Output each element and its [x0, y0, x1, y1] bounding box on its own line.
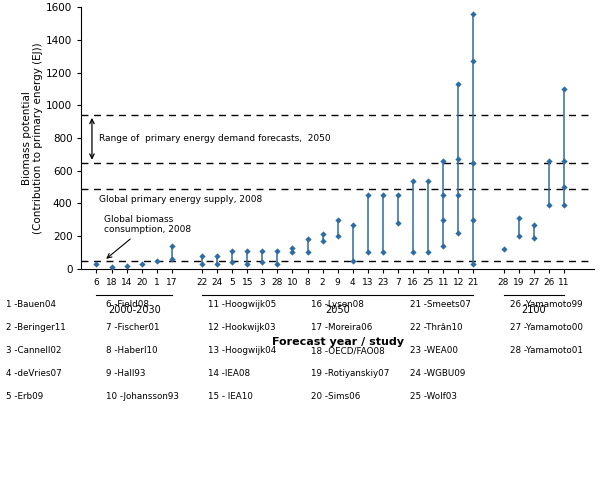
Text: Global biomass
consumption, 2008: Global biomass consumption, 2008 [104, 215, 191, 258]
Text: Forecast year / study: Forecast year / study [272, 337, 403, 347]
Text: 6 -Field08: 6 -Field08 [106, 300, 148, 309]
Text: 2 -Beringer11: 2 -Beringer11 [6, 323, 66, 332]
Text: 11 -Hoogwijk05: 11 -Hoogwijk05 [208, 300, 276, 309]
Text: 4 -deVries07: 4 -deVries07 [6, 369, 62, 378]
Text: 7 -Fischer01: 7 -Fischer01 [106, 323, 159, 332]
Text: 14 -IEA08: 14 -IEA08 [208, 369, 250, 378]
Text: 2050: 2050 [325, 305, 350, 315]
Text: 15 - IEA10: 15 - IEA10 [208, 392, 253, 401]
Text: 1 -Bauen04: 1 -Bauen04 [6, 300, 56, 309]
Text: 23 -WEA00: 23 -WEA00 [410, 346, 458, 355]
Text: 25 -Wolf03: 25 -Wolf03 [410, 392, 457, 401]
Text: 18 -OECD/FAO08: 18 -OECD/FAO08 [311, 346, 384, 355]
Text: 27 -Yamamoto00: 27 -Yamamoto00 [510, 323, 582, 332]
Text: 8 -Haberl10: 8 -Haberl10 [106, 346, 157, 355]
Y-axis label: Biomass potential
(Contribution to primary energy (EJ)): Biomass potential (Contribution to prima… [22, 42, 43, 234]
Text: 26 -Yamamoto99: 26 -Yamamoto99 [510, 300, 582, 309]
Text: 19 -Rotiyanskiy07: 19 -Rotiyanskiy07 [311, 369, 389, 378]
Text: 22 -Thrân10: 22 -Thrân10 [410, 323, 463, 332]
Text: 12 -Hookwijk03: 12 -Hookwijk03 [208, 323, 276, 332]
Text: 17 -Moreira06: 17 -Moreira06 [311, 323, 372, 332]
Text: Range of  primary energy demand forecasts,  2050: Range of primary energy demand forecasts… [99, 134, 331, 144]
Text: 20 -Sims06: 20 -Sims06 [311, 392, 360, 401]
Text: 13 -Hoogwijk04: 13 -Hoogwijk04 [208, 346, 276, 355]
Text: 24 -WGBU09: 24 -WGBU09 [410, 369, 466, 378]
Text: Global primary energy supply, 2008: Global primary energy supply, 2008 [99, 195, 263, 204]
Text: 5 -Erb09: 5 -Erb09 [6, 392, 43, 401]
Text: 3 -Cannell02: 3 -Cannell02 [6, 346, 62, 355]
Text: 9 -Hall93: 9 -Hall93 [106, 369, 145, 378]
Text: 2000-2030: 2000-2030 [108, 305, 160, 315]
Text: 10 -Johansson93: 10 -Johansson93 [106, 392, 178, 401]
Text: 21 -Smeets07: 21 -Smeets07 [410, 300, 471, 309]
Text: 2100: 2100 [522, 305, 546, 315]
Text: 16 -Lysen08: 16 -Lysen08 [311, 300, 364, 309]
Text: 28 -Yamamoto01: 28 -Yamamoto01 [510, 346, 582, 355]
